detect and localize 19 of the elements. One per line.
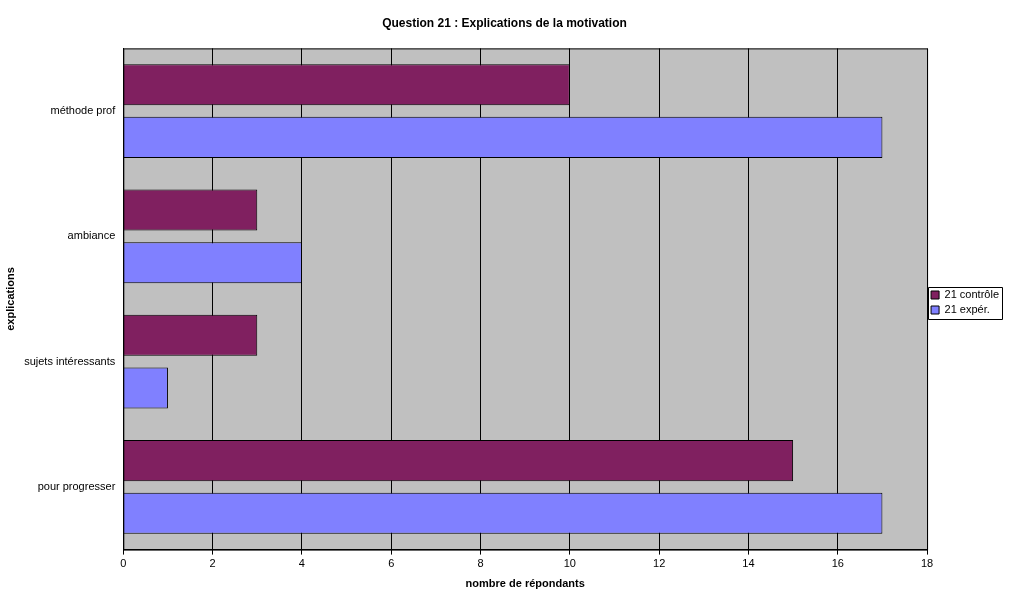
x-tick-label: 14	[742, 557, 755, 570]
x-tick-label: 10	[563, 557, 576, 570]
legend-label: 21 expér.	[944, 303, 990, 316]
x-tick-label: 4	[298, 557, 305, 570]
y-tick-label: pour progresser	[37, 479, 116, 492]
y-tick-label: sujets intéressants	[24, 354, 116, 367]
x-tick-label: 18	[920, 557, 934, 570]
x-tick-label: 8	[477, 557, 484, 570]
x-tick-label: 12	[653, 557, 666, 570]
x-tick-label: 6	[388, 557, 395, 570]
x-tick-label: 0	[120, 557, 127, 570]
y-tick-label: ambiance	[67, 229, 116, 242]
x-tick-label: 16	[831, 557, 844, 570]
y-axis-title: explications	[3, 267, 16, 331]
chart-title: Question 21 : Explications de la motivation	[382, 15, 627, 30]
y-tick-label: méthode prof	[50, 104, 117, 117]
legend-label: 21 contrôle	[944, 288, 1000, 301]
x-axis-title: nombre de répondants	[465, 577, 585, 590]
x-tick-label: 2	[209, 557, 216, 570]
